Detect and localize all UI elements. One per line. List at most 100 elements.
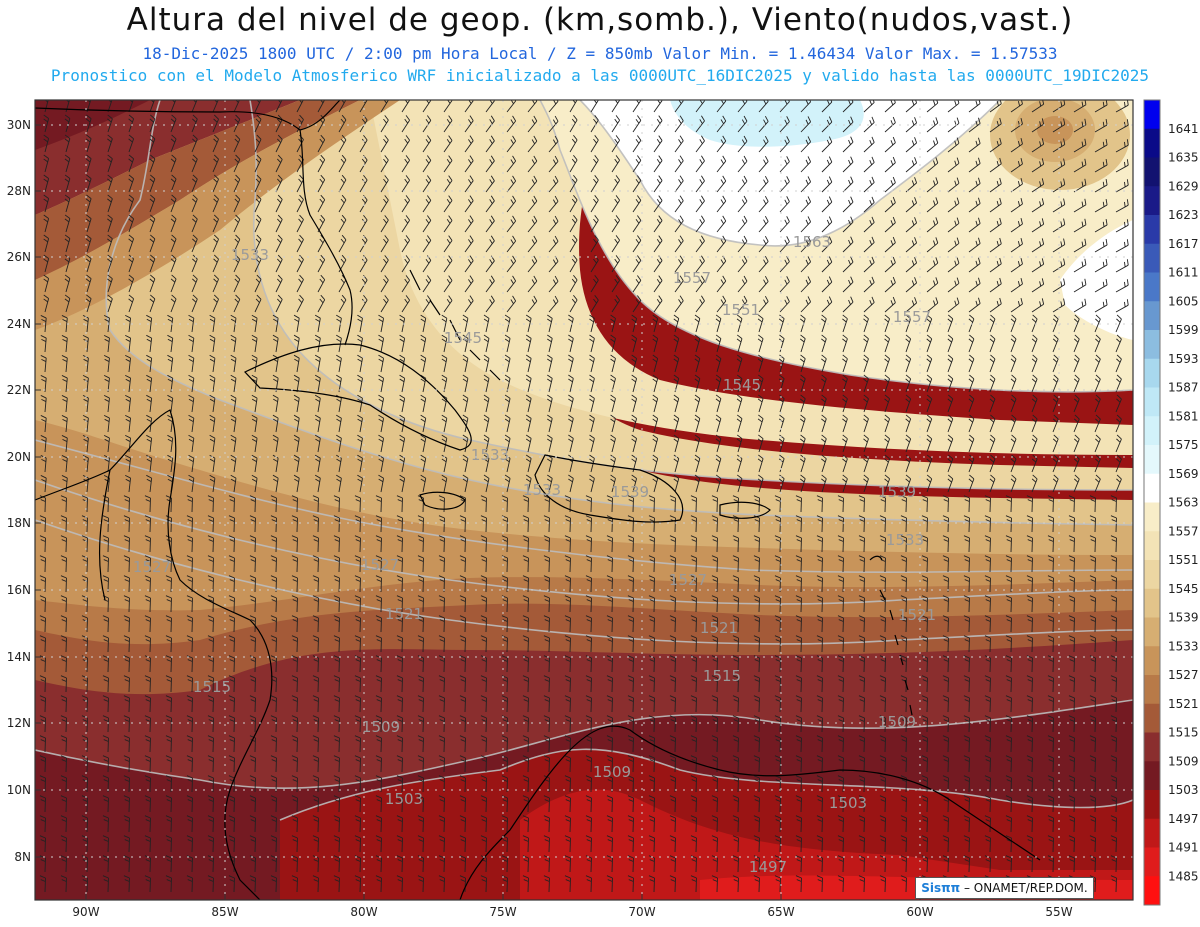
wind-barb xyxy=(64,154,71,173)
wind-barb xyxy=(85,154,92,173)
wind-barb xyxy=(443,155,453,173)
wind-barb xyxy=(1073,158,1087,173)
wind-barb xyxy=(716,175,727,193)
colorbar-level-label: 1539 xyxy=(1168,611,1199,625)
colorbar-level-label: 1521 xyxy=(1168,697,1199,711)
wind-barb xyxy=(275,100,283,113)
colorbar-swatch xyxy=(1144,761,1160,791)
wind-barb xyxy=(548,175,559,193)
wind-barb xyxy=(107,174,113,193)
wind-barb xyxy=(590,115,599,133)
contour-label: 1545 xyxy=(444,329,482,347)
wind-barb xyxy=(401,135,410,153)
colorbar-level-label: 1593 xyxy=(1168,352,1199,366)
wind-barb xyxy=(926,177,939,193)
wind-barb xyxy=(926,157,939,173)
wind-barb xyxy=(611,175,620,193)
wind-barb xyxy=(926,137,939,153)
wind-barb xyxy=(64,134,71,153)
colorbar-level-label: 1557 xyxy=(1168,524,1199,538)
wind-barb xyxy=(716,115,727,133)
wind-barb xyxy=(905,137,918,153)
wind-barb xyxy=(632,155,642,173)
wind-barb xyxy=(863,100,875,113)
colorbar-swatch xyxy=(1144,646,1160,676)
wind-barb xyxy=(485,155,495,173)
lat-tick-label: 24N xyxy=(7,317,31,331)
wind-barb xyxy=(170,174,177,193)
wind-barb xyxy=(842,176,854,193)
wind-barb xyxy=(149,134,156,153)
forecast-time-line: 18-Dic-2025 1800 UTC / 2:00 pm Hora Loca… xyxy=(0,44,1200,63)
wind-barb xyxy=(401,115,410,133)
colorbar-level-label: 1563 xyxy=(1168,496,1199,510)
contour-label: 1527 xyxy=(133,558,171,576)
wind-barb xyxy=(296,114,304,133)
wind-barb xyxy=(254,134,262,153)
lat-tick-label: 14N xyxy=(7,650,31,664)
wind-barb xyxy=(43,134,50,153)
wind-barb xyxy=(443,100,453,113)
wind-barb xyxy=(149,114,156,133)
colorbar-swatch xyxy=(1144,243,1160,273)
wind-barb xyxy=(1115,119,1129,133)
wind-barb xyxy=(779,156,790,173)
contour-label: 1521 xyxy=(385,605,423,623)
wind-barb xyxy=(737,135,748,153)
wind-barb xyxy=(947,157,960,173)
wind-barb xyxy=(569,100,578,113)
colorbar-swatch xyxy=(1144,387,1160,417)
wind-barb xyxy=(464,175,474,193)
wind-barb xyxy=(128,154,135,173)
wind-barb xyxy=(611,135,620,153)
wind-barb xyxy=(1031,178,1045,193)
wind-barb xyxy=(380,135,389,153)
wind-barb xyxy=(968,157,981,173)
colorbar-level-label: 1575 xyxy=(1168,438,1199,452)
wind-barb xyxy=(758,155,769,173)
colorbar-swatch xyxy=(1144,617,1160,647)
colorbar-swatch xyxy=(1144,876,1160,906)
wind-barb xyxy=(1010,158,1023,173)
lon-tick-label: 80W xyxy=(350,905,377,919)
wind-barb xyxy=(653,115,663,133)
wind-barb xyxy=(737,115,748,133)
wind-barb xyxy=(107,114,113,133)
wind-barb xyxy=(758,135,769,153)
wind-barb xyxy=(695,115,705,133)
wind-barb xyxy=(170,154,177,173)
wind-barb xyxy=(527,175,538,193)
wind-barb xyxy=(43,174,50,193)
wind-barb xyxy=(653,175,663,193)
contour-label: 1509 xyxy=(593,763,631,781)
wind-barb xyxy=(422,100,432,113)
lat-tick-label: 18N xyxy=(7,516,31,530)
wind-barb xyxy=(422,115,432,133)
wind-barb xyxy=(611,100,620,113)
wind-barb xyxy=(884,136,896,153)
wind-barb xyxy=(674,155,684,173)
wind-barb xyxy=(338,100,347,113)
colorbar-level-label: 1611 xyxy=(1168,266,1199,280)
wind-barb xyxy=(590,135,599,153)
wind-barb xyxy=(674,175,684,193)
colorbar-swatch xyxy=(1144,215,1160,245)
lon-tick-label: 90W xyxy=(72,905,99,919)
wind-barb xyxy=(527,155,538,173)
contour-label: 1509 xyxy=(362,718,400,736)
wind-barb xyxy=(905,157,918,173)
colorbar-swatch xyxy=(1144,531,1160,561)
lon-tick-label: 85W xyxy=(211,905,238,919)
wind-barb xyxy=(590,155,599,173)
wind-barb xyxy=(1031,100,1045,113)
contour-label: 1557 xyxy=(893,308,931,326)
lon-tick-label: 70W xyxy=(628,905,655,919)
wind-barb xyxy=(1031,158,1045,173)
wind-barb xyxy=(170,114,177,133)
colorbar-swatch xyxy=(1144,416,1160,446)
wind-barb xyxy=(716,155,727,173)
wind-barb xyxy=(884,156,896,173)
wind-barb xyxy=(821,136,833,153)
wind-barb xyxy=(947,177,960,193)
wind-barb xyxy=(128,134,135,153)
